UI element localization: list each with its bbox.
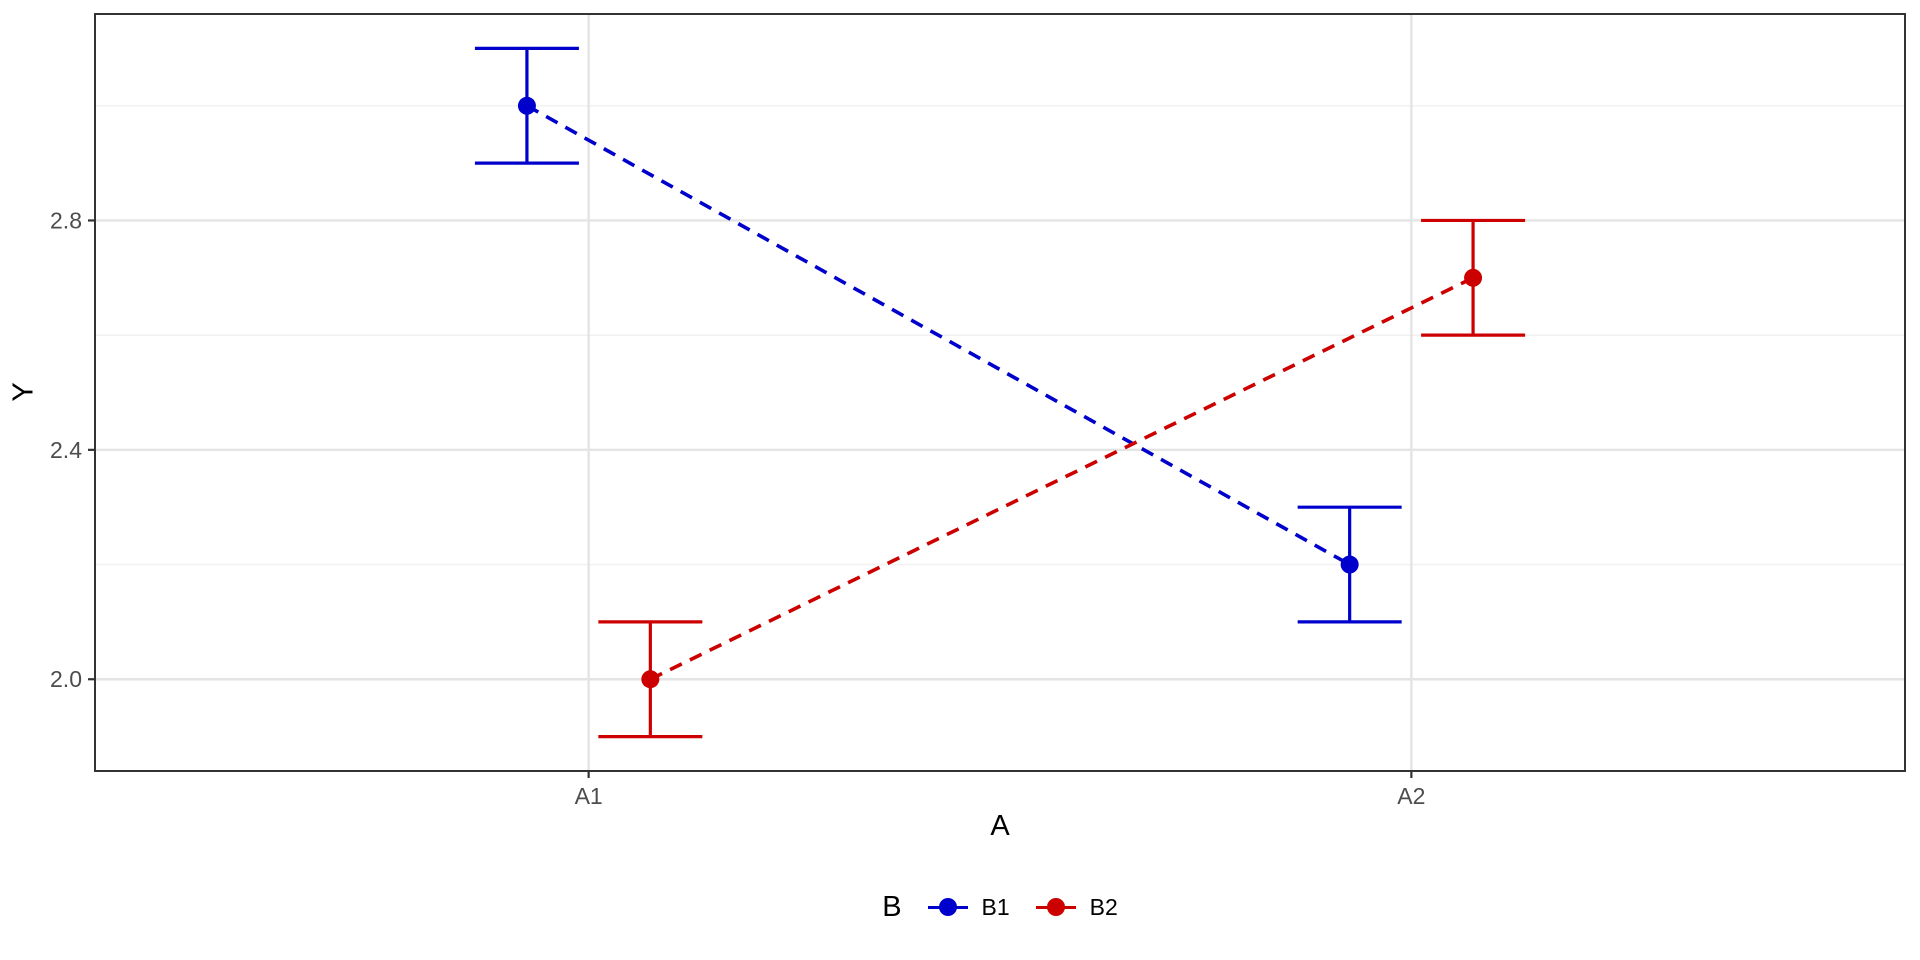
legend-key-dot <box>938 898 957 916</box>
legend-title: B <box>882 890 902 923</box>
data-point-B1-A2 <box>1340 555 1359 574</box>
legend-key-icon <box>927 896 968 918</box>
y-tick-label: 2.0 <box>50 666 82 692</box>
series-line-B1 <box>526 104 1351 567</box>
legend-label: B1 <box>981 893 1010 920</box>
y-tick-label: 2.4 <box>50 437 82 463</box>
y-axis-title: Y <box>7 382 40 402</box>
legend-entries: B1 B2 <box>927 893 1118 921</box>
data-point-B1-A1 <box>517 96 536 115</box>
x-tick-label: A2 <box>1397 783 1425 809</box>
legend-label: B2 <box>1089 893 1118 920</box>
panel-border <box>94 13 1906 772</box>
legend-entry-B2: B2 <box>1035 893 1118 921</box>
legend-key-icon <box>1035 896 1076 918</box>
data-point-B2-A1 <box>641 670 660 689</box>
x-tick-label: A1 <box>575 783 603 809</box>
panel-background <box>95 14 1905 771</box>
data-point-B2-A2 <box>1464 268 1483 287</box>
legend-key-dot <box>1046 898 1065 916</box>
legend-entry-B1: B1 <box>927 893 1010 921</box>
y-tick-label: 2.8 <box>50 207 82 233</box>
x-axis-title: A <box>990 810 1010 842</box>
legend: B B1 B2 <box>95 884 1905 930</box>
